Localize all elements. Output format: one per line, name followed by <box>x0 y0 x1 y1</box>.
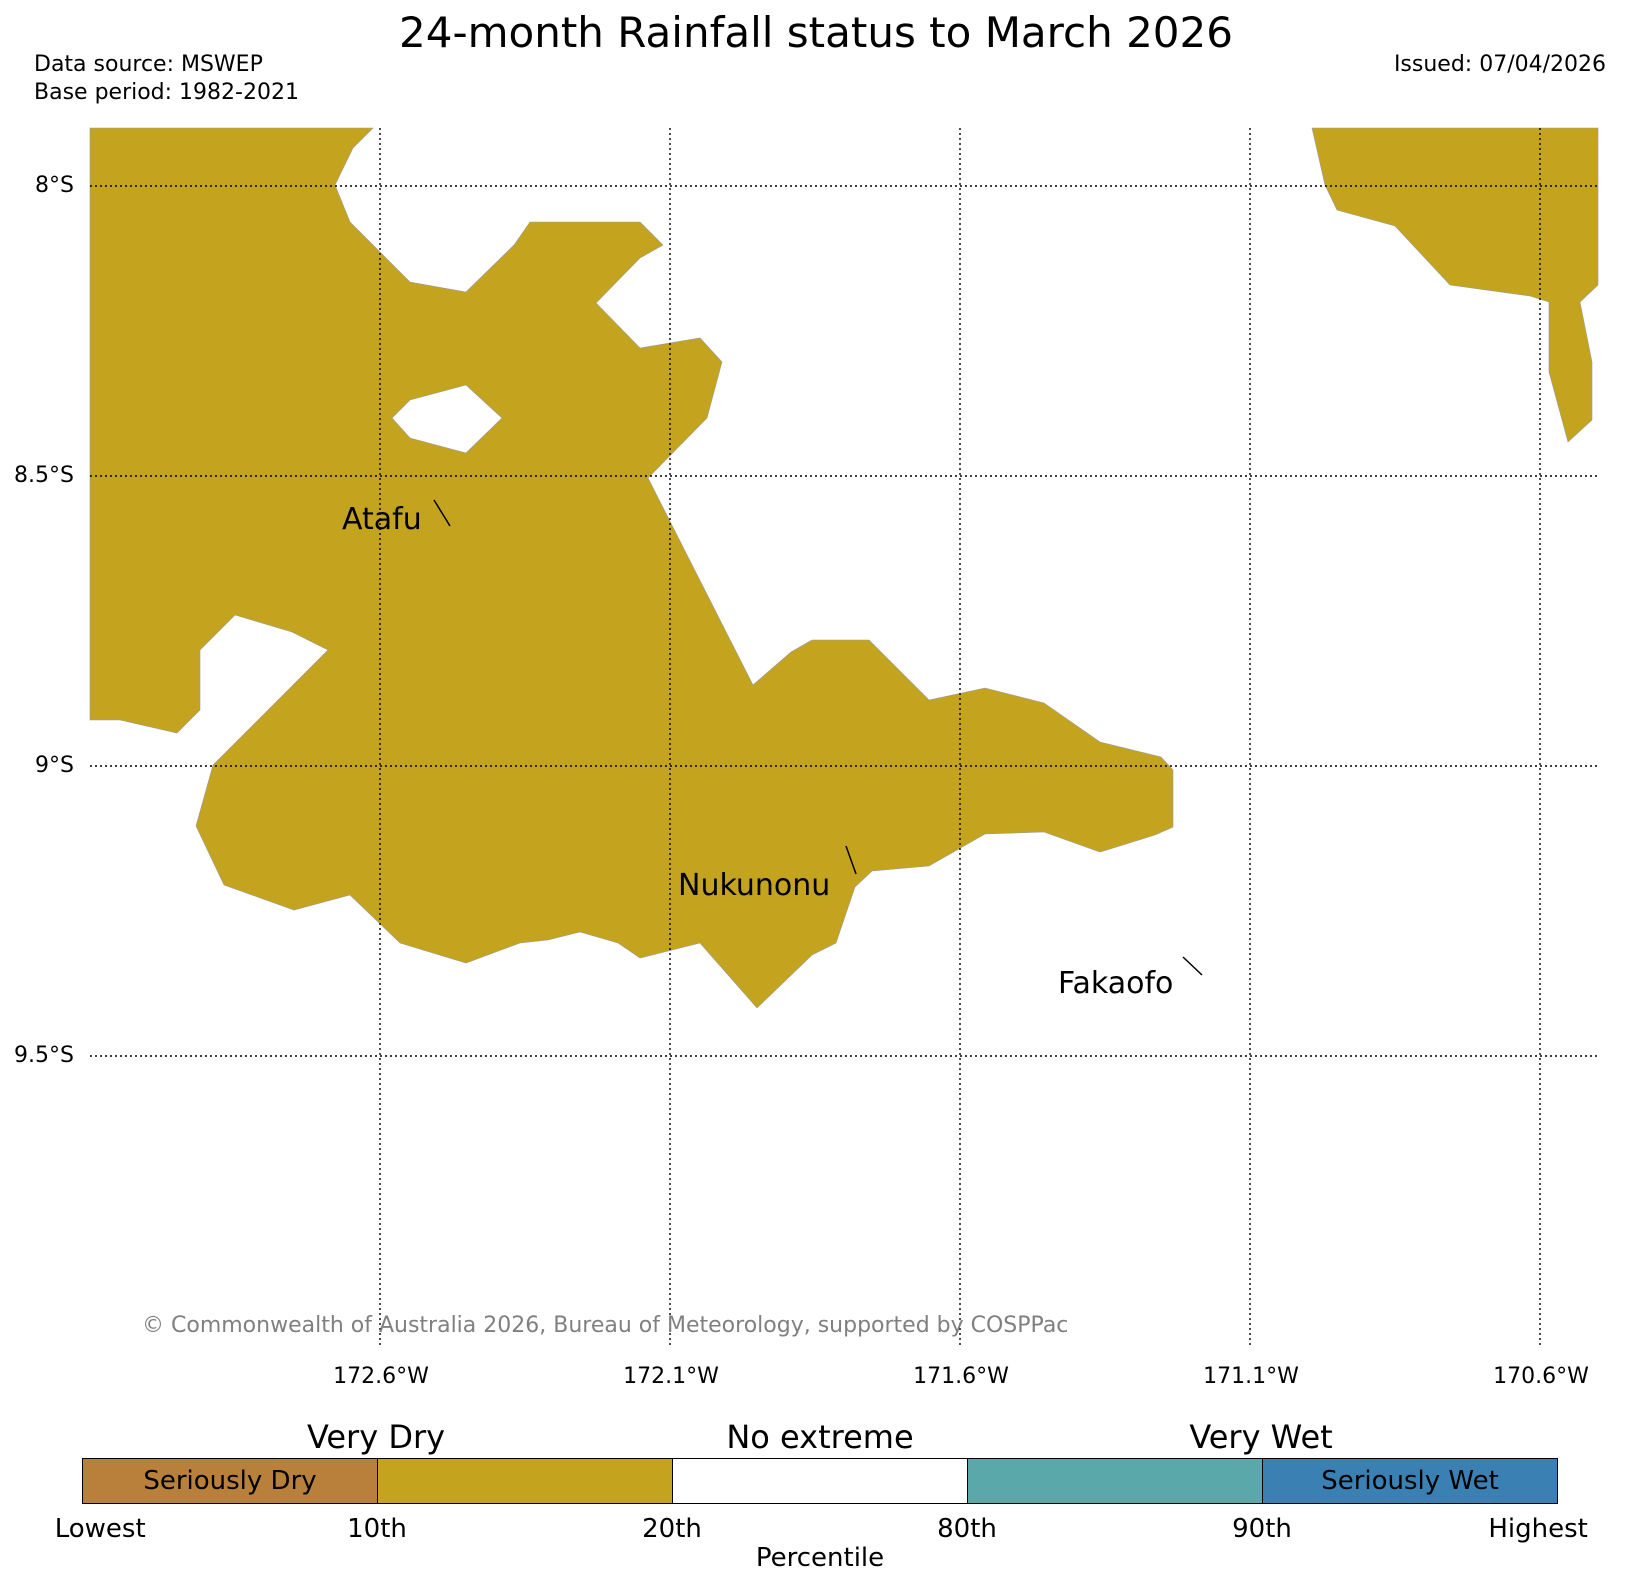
legend-group-very-wet: Very Wet <box>1189 1418 1333 1456</box>
place-label-nukunonu: Nukunonu <box>678 868 831 903</box>
copyright-notice: © Commonwealth of Australia 2026, Bureau… <box>142 1313 1069 1338</box>
nukunonu-marker <box>845 845 857 875</box>
legend-tick-90th: 90th <box>1232 1514 1292 1544</box>
issued-date-text: Issued: 07/04/2026 <box>1393 52 1606 77</box>
legend-group-very-dry: Very Dry <box>306 1418 446 1456</box>
place-label-atafu: Atafu <box>342 502 422 537</box>
legend-segment-seriously-wet: Seriously Wet <box>1263 1459 1557 1503</box>
legend-group-no-extreme: No extreme <box>726 1418 914 1456</box>
fakaofo-marker <box>1182 956 1203 976</box>
lon-label-171-1w: 171.1°W <box>1203 1364 1299 1389</box>
legend-tick-10th: 10th <box>347 1514 407 1544</box>
legend-tick-highest: Highest <box>1488 1514 1588 1544</box>
lon-label-172-6w: 172.6°W <box>333 1364 429 1389</box>
place-label-fakaofo: Fakaofo <box>1058 966 1174 1001</box>
legend-tick-lowest: Lowest <box>54 1514 146 1544</box>
lat-label-9-5s: 9.5°S <box>14 1043 74 1068</box>
lon-label-172-1w: 172.1°W <box>623 1364 719 1389</box>
legend-segment-seriously-dry: Seriously Dry <box>83 1459 378 1503</box>
lon-label-171-6w: 171.6°W <box>913 1364 1009 1389</box>
lat-label-8-5s: 8.5°S <box>14 463 74 488</box>
lon-label-170-6w: 170.6°W <box>1493 1364 1589 1389</box>
data-source-text: Data source: MSWEP <box>34 52 263 77</box>
very-dry-region-northeast <box>1311 127 1599 443</box>
base-period-text: Base period: 1982-2021 <box>34 80 299 105</box>
inner-hole-region <box>391 384 503 454</box>
legend-tick-80th: 80th <box>937 1514 997 1544</box>
very-dry-region-main <box>89 127 1174 1009</box>
legend-segment-no-extreme <box>673 1459 968 1503</box>
legend-axis-title: Percentile <box>755 1543 885 1573</box>
gridlines <box>90 128 1598 1346</box>
map-title: 24-month Rainfall status to March 2026 <box>399 8 1233 57</box>
legend-tick-20th: 20th <box>642 1514 702 1544</box>
atafu-marker <box>433 499 451 527</box>
lat-label-9s: 9°S <box>35 753 74 778</box>
legend-segment-very-dry <box>378 1459 673 1503</box>
lat-label-8s: 8°S <box>35 173 74 198</box>
legend-segment-very-wet <box>968 1459 1263 1503</box>
percentile-colorbar: Seriously Dry Seriously Wet <box>82 1458 1558 1504</box>
